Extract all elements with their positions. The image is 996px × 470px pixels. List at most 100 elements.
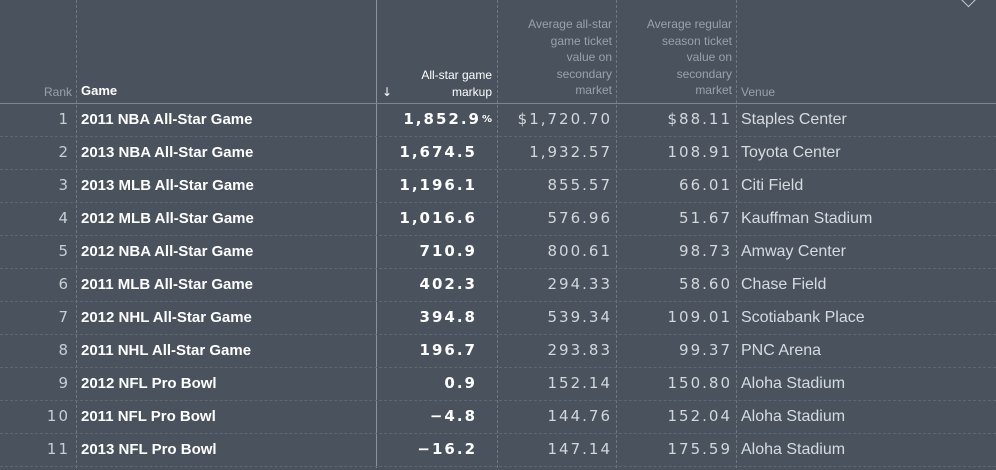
down-arrow-icon[interactable]: ↓ [382,85,393,99]
row-divider [0,169,996,170]
markup-value: 1,196.1 [399,176,477,194]
markup-cell: −4.8 [380,400,477,433]
allstar-price-cell: 855.57 [547,176,612,194]
venue-cell: Kauffman Stadium [741,210,873,227]
game-cell: 2011 NFL Pro Bowl [81,408,216,425]
header-game[interactable]: Game [81,83,118,98]
header-allstar-price[interactable]: Average all-star game ticket value on se… [500,16,612,99]
chevron-down-icon[interactable] [960,0,977,8]
allstar-price-cell: 800.61 [547,242,612,260]
game-cell: 2013 NBA All-Star Game [81,144,254,161]
markup-cell: 196.7 [380,334,477,367]
markup-value: 1,852.9 [403,110,481,128]
regular-price-cell: 109.01 [667,308,732,326]
markup-cell: 402.3 [380,268,477,301]
rank-cell: 3 [58,176,70,194]
header-allstar-line: value on [566,50,612,64]
rank-cell: 8 [58,341,70,359]
allstar-price-cell: 147.14 [547,440,612,458]
header-divider [0,103,996,104]
regular-price-cell: 175.59 [667,440,732,458]
venue-cell: Toyota Center [741,144,841,161]
markup-value: 1,674.5 [399,143,477,161]
allstar-price-cell: 144.76 [547,407,612,425]
column-divider [497,0,498,468]
allstar-price-cell: 539.34 [547,308,612,326]
rank-cell: 4 [58,209,70,227]
row-divider [0,301,996,302]
rank-cell: 7 [58,308,70,326]
header-allstar-line: secondary [556,66,612,81]
allstar-price-cell: 576.96 [547,209,612,227]
markup-cell: 1,016.6 [380,202,477,235]
rank-cell: 9 [58,374,70,392]
venue-cell: Staples Center [741,111,847,128]
venue-cell: Aloha Stadium [741,408,846,425]
game-cell: 2013 NFL Pro Bowl [81,441,217,458]
game-cell: 2011 NHL All-Star Game [81,342,252,359]
venue-cell: PNC Arena [741,342,822,359]
venue-cell: Scotiabank Place [741,309,865,326]
rank-cell: 1 [58,110,70,128]
game-cell: 2011 MLB All-Star Game [81,276,254,293]
allstar-price-cell: $1,720.70 [517,110,612,128]
row-divider [0,466,996,467]
game-cell: 2012 MLB All-Star Game [81,210,254,227]
regular-price-cell: 51.67 [679,209,732,227]
row-divider [0,367,996,368]
markup-cell: 394.8 [380,301,477,334]
header-regular-line: Average regular [646,17,732,31]
allstar-price-cell: 152.14 [547,374,612,392]
column-divider [76,0,77,468]
rank-cell: 11 [46,440,70,458]
rank-cell: 10 [46,407,70,425]
markup-cell: 710.9 [380,235,477,268]
allstar-price-cell: 293.83 [547,341,612,359]
markup-cell: 1,196.1 [380,169,477,202]
header-rank[interactable]: Rank [43,85,72,99]
markup-value: 402.3 [419,275,477,293]
row-divider [0,334,996,335]
regular-price-cell: $88.11 [667,110,732,128]
game-cell: 2012 NFL Pro Bowl [81,375,217,392]
column-divider [736,0,737,468]
regular-price-cell: 108.91 [667,143,732,161]
row-divider [0,268,996,269]
markup-value: 710.9 [419,242,477,260]
header-markup-line: All-star game [421,68,492,82]
row-divider [0,400,996,401]
regular-price-cell: 152.04 [667,407,732,425]
venue-cell: Aloha Stadium [741,375,846,392]
markup-value: −16.2 [417,440,477,458]
markup-value: 394.8 [419,308,477,326]
header-regular-line: secondary [676,66,732,81]
percent-sign: % [481,114,492,125]
header-venue[interactable]: Venue [741,85,776,99]
rank-cell: 6 [58,275,70,293]
header-regular-line: value on [686,50,732,64]
regular-price-cell: 66.01 [679,176,732,194]
markup-value: 196.7 [419,341,477,359]
game-cell: 2012 NBA All-Star Game [81,243,254,260]
header-regular-line: market [695,83,732,97]
header-markup[interactable]: All-star game markup [380,67,492,100]
header-regular-price[interactable]: Average regular season ticket value on s… [620,16,732,99]
header-allstar-line: market [575,83,612,97]
rank-cell: 2 [58,143,70,161]
markup-cell: −16.2 [380,433,477,466]
sorted-column-divider [376,0,377,468]
venue-cell: Chase Field [741,276,827,293]
row-divider [0,136,996,137]
game-cell: 2013 MLB All-Star Game [81,177,254,194]
regular-price-cell: 99.37 [679,341,732,359]
markup-cell: 1,674.5 [380,136,477,169]
allstar-price-cell: 294.33 [547,275,612,293]
column-divider [616,0,617,468]
venue-cell: Amway Center [741,243,846,260]
markup-value: 0.9 [444,374,477,392]
regular-price-cell: 150.80 [667,374,732,392]
header-markup-line: markup [451,84,492,99]
regular-price-cell: 58.60 [679,275,732,293]
header-allstar-line: Average all-star [528,17,612,31]
